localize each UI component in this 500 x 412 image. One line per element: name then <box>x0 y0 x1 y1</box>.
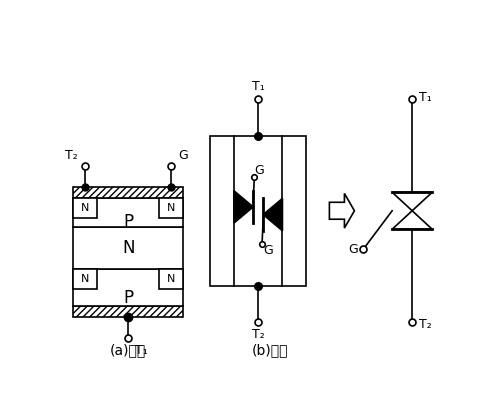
Text: G: G <box>178 149 188 162</box>
Polygon shape <box>234 191 253 223</box>
Polygon shape <box>392 211 432 229</box>
Bar <box>159 269 183 289</box>
Polygon shape <box>330 193 354 228</box>
Bar <box>74 198 97 218</box>
Bar <box>74 198 183 227</box>
Text: N: N <box>167 203 175 213</box>
Text: G: G <box>348 243 358 256</box>
Text: N: N <box>122 239 134 257</box>
Bar <box>74 269 97 289</box>
Bar <box>74 306 183 317</box>
Bar <box>74 187 183 198</box>
Text: (b)电路: (b)电路 <box>252 343 288 357</box>
Bar <box>210 136 306 286</box>
Text: T₁: T₁ <box>135 344 148 357</box>
Text: N: N <box>167 274 175 284</box>
Text: T₁: T₁ <box>252 80 264 94</box>
Text: T₁: T₁ <box>419 91 432 104</box>
Text: P: P <box>123 288 134 307</box>
Text: T₂: T₂ <box>252 328 264 341</box>
Polygon shape <box>263 199 282 231</box>
Bar <box>74 306 183 317</box>
Text: N: N <box>81 203 90 213</box>
Text: T₂: T₂ <box>419 318 432 331</box>
Text: G: G <box>263 244 272 258</box>
Bar <box>74 227 183 269</box>
Text: P: P <box>123 213 134 232</box>
Text: T₂: T₂ <box>66 149 78 162</box>
Text: G: G <box>254 164 264 177</box>
Text: N: N <box>81 274 90 284</box>
Bar <box>159 198 183 218</box>
Bar <box>74 269 183 306</box>
Bar <box>74 187 183 198</box>
Text: (a)结构: (a)结构 <box>110 343 146 357</box>
Polygon shape <box>392 192 432 211</box>
